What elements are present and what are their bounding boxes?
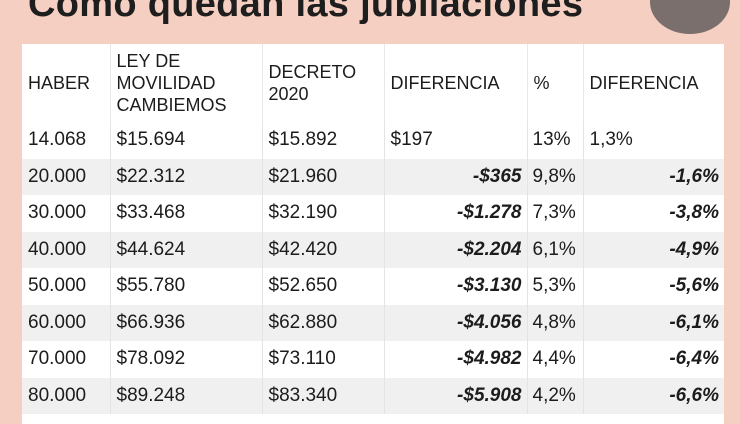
- table-body: 14.068 $15.694 $15.892 $197 13% 1,3% 20.000 $22…: [22, 122, 724, 414]
- table-row: 14.068 $15.694 $15.892 $197 13% 1,3%: [22, 122, 724, 159]
- cell-diferencia-percent: -5,6%: [669, 275, 719, 297]
- pension-table: HABER LEY DE MOVILIDAD CAMBIEMOS DECRETO…: [22, 44, 724, 414]
- cell-ley-movilidad: $89.248: [110, 377, 263, 414]
- cell-ley-movilidad: $33.468: [110, 195, 263, 232]
- cell-diferencia: -$365: [384, 158, 528, 195]
- table-card: HABER LEY DE MOVILIDAD CAMBIEMOS DECRETO…: [22, 44, 724, 424]
- cell-diferencia-percent: -6,1%: [583, 304, 724, 341]
- table-row: 70.000 $78.092 $73.110 -$4.982 4,4% -6,4%: [22, 341, 724, 378]
- page-title: Cómo quedan las jubilaciones: [28, 0, 584, 25]
- table-row: 60.000 $66.936 $62.880 -$4.056 4,8% -6,1%: [22, 304, 724, 341]
- header-haber: HABER: [22, 44, 111, 122]
- header-percent: %: [527, 44, 584, 122]
- cell-percent: 7,3%: [527, 195, 584, 232]
- cell-decreto: $52.650: [262, 268, 385, 305]
- cell-decreto: $15.892: [262, 122, 385, 159]
- cell-decreto: $32.190: [262, 195, 385, 232]
- header-diferencia-percent: DIFERENCIA: [589, 73, 699, 93]
- cell-ley-movilidad: $44.624: [110, 231, 263, 268]
- cell-ley-movilidad: $55.780: [110, 268, 263, 305]
- cell-diferencia: -$1.278: [384, 195, 528, 232]
- cell-percent: 4,8%: [527, 304, 584, 341]
- table-row: 40.000 $44.624 $42.420 -$2.204 6,1% -4,9%: [22, 231, 724, 268]
- cell-diferencia: -$5.908: [384, 377, 528, 414]
- cell-haber: 14.068: [22, 122, 111, 159]
- cell-haber: 60.000: [22, 304, 111, 341]
- cell-diferencia-percent: 1,3%: [589, 129, 633, 151]
- cell-ley-movilidad: $15.694: [110, 122, 263, 159]
- cell-haber: 20.000: [22, 158, 111, 195]
- cell-percent: 9,8%: [527, 158, 584, 195]
- cell-haber: 70.000: [22, 341, 111, 378]
- cell-percent: 4,4%: [527, 341, 584, 378]
- cell-diferencia-percent: -6,6%: [583, 377, 724, 414]
- cell-percent: 4,2%: [527, 377, 584, 414]
- cell-diferencia-percent: -1,6%: [583, 158, 724, 195]
- cell-percent: 5,3%: [527, 268, 584, 305]
- cell-decreto: $21.960: [262, 158, 385, 195]
- cell-diferencia-percent: -4,9%: [583, 231, 724, 268]
- cell-haber: 40.000: [22, 231, 111, 268]
- cell-haber: 80.000: [22, 377, 111, 414]
- table-row: 30.000 $33.468 $32.190 -$1.278 7,3% -3,8%: [22, 195, 724, 232]
- cell-haber: 50.000: [22, 268, 111, 305]
- cell-diferencia-percent: -3,8%: [669, 202, 719, 224]
- cell-ley-movilidad: $22.312: [110, 158, 263, 195]
- cell-diferencia: -$4.056: [384, 304, 528, 341]
- cell-ley-movilidad: $78.092: [110, 341, 263, 378]
- cell-diferencia: $197: [384, 122, 528, 159]
- cell-percent: 13%: [527, 122, 584, 159]
- cell-decreto: $83.340: [262, 377, 385, 414]
- cell-decreto: $62.880: [262, 304, 385, 341]
- cell-decreto: $42.420: [262, 231, 385, 268]
- cell-ley-movilidad: $66.936: [110, 304, 263, 341]
- cell-decreto: $73.110: [262, 341, 385, 378]
- table-row: 20.000 $22.312 $21.960 -$365 9,8% -1,6%: [22, 158, 724, 195]
- cell-haber: 30.000: [22, 195, 111, 232]
- cell-diferencia: -$2.204: [384, 231, 528, 268]
- header-ley-movilidad: LEY DE MOVILIDAD CAMBIEMOS: [110, 44, 263, 122]
- table-header-row: HABER LEY DE MOVILIDAD CAMBIEMOS DECRETO…: [22, 44, 724, 122]
- table-row: 50.000 $55.780 $52.650 -$3.130 5,3% -5,6%: [22, 268, 724, 305]
- avatar-circle: [650, 0, 730, 34]
- header-decreto: DECRETO 2020: [262, 44, 385, 122]
- cell-diferencia-percent: -6,4%: [669, 348, 719, 370]
- table-row: 80.000 $89.248 $83.340 -$5.908 4,2% -6,6%: [22, 377, 724, 414]
- cell-diferencia: -$4.982: [384, 341, 528, 378]
- cell-diferencia: -$3.130: [384, 268, 528, 305]
- header-diferencia: DIFERENCIA: [384, 44, 528, 122]
- cell-percent: 6,1%: [527, 231, 584, 268]
